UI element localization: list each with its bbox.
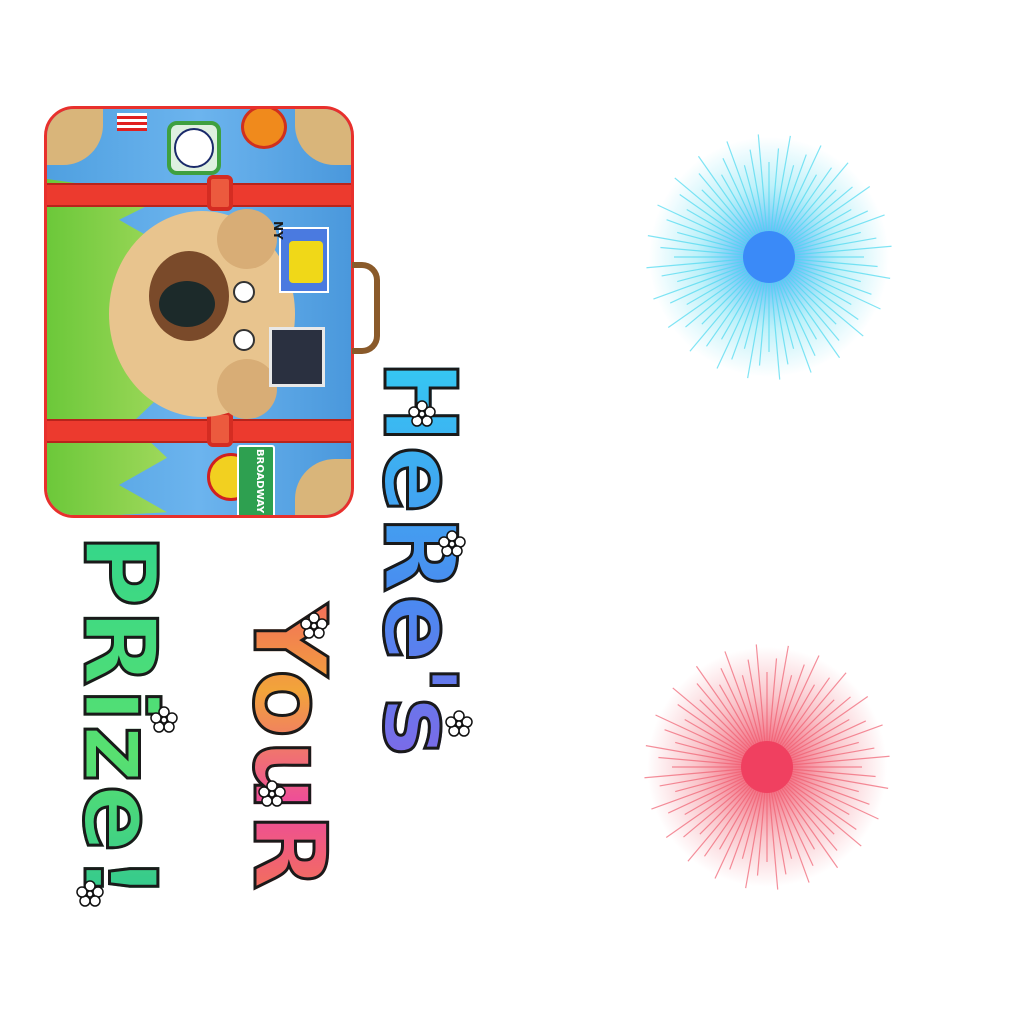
flower-icon	[438, 530, 466, 557]
ny-label: NY	[271, 221, 285, 240]
title-line-your: YouR	[230, 603, 350, 894]
prize-suitcase: BROADWAY NY	[44, 106, 354, 518]
burst-core	[741, 741, 793, 793]
flower-icon	[445, 710, 473, 737]
burst-core	[743, 231, 795, 283]
flower-icon	[150, 706, 178, 733]
photo-sticker	[269, 327, 325, 387]
flower-icon	[258, 780, 286, 807]
puppy-nose	[159, 281, 215, 327]
taxi-sticker	[279, 227, 329, 293]
puppy-ear	[217, 209, 277, 269]
blue-sparkle-burst	[646, 134, 892, 380]
flag-sticker	[117, 113, 147, 131]
suitcase-strap	[47, 183, 351, 207]
broadway-label: BROADWAY	[254, 449, 265, 514]
red-sparkle-burst	[644, 644, 890, 890]
suitcase-handle	[352, 262, 380, 354]
suitcase-corner	[295, 109, 351, 165]
suitcase-corner	[295, 459, 351, 515]
strap-buckle	[207, 175, 233, 211]
puppy-eye	[233, 329, 255, 351]
suitcase-corner	[47, 109, 103, 165]
flower-icon	[76, 880, 104, 907]
puppy-eye	[233, 281, 255, 303]
broadway-sticker	[237, 445, 275, 515]
flower-icon	[300, 612, 328, 639]
orange-tag-sticker	[241, 109, 287, 149]
suitcase-strap	[47, 419, 351, 443]
flower-icon	[408, 400, 436, 427]
puppy-ear	[217, 359, 277, 419]
ny-logo-sticker	[167, 121, 221, 175]
